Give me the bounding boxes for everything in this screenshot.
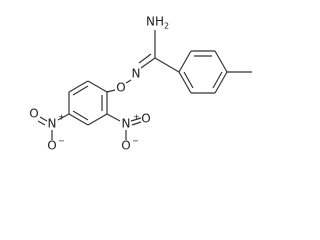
bond — [183, 71, 194, 89]
atom-label: O — [47, 139, 56, 153]
page: {"atoms": ["NH", "N", "O", "N", "O", "O"… — [29, 14, 252, 153]
atom-label: N — [48, 117, 57, 131]
structure: NH 2 N O N + O O − N + O O − — [29, 15, 252, 153]
charge: − — [58, 137, 65, 146]
bond — [140, 57, 156, 69]
bond — [154, 57, 180, 73]
bond — [214, 50, 228, 73]
bond — [72, 85, 89, 96]
bond — [87, 113, 108, 126]
bond — [72, 110, 89, 121]
bond — [212, 71, 223, 89]
bond — [106, 89, 116, 93]
bond — [214, 71, 228, 94]
bond — [68, 80, 89, 93]
atom-label: O — [29, 107, 38, 121]
bond — [57, 113, 70, 121]
atom-label: O — [141, 112, 150, 126]
bond — [39, 116, 48, 122]
charge: + — [58, 113, 65, 122]
bond — [131, 121, 142, 126]
atom-label: N — [132, 67, 141, 81]
atom-label: O — [121, 139, 130, 153]
charge: + — [133, 113, 140, 122]
atom-label: NH — [146, 15, 164, 29]
atom-label: O — [116, 81, 125, 95]
bond — [87, 80, 108, 93]
atom-subscript: 2 — [164, 22, 169, 31]
bond — [178, 71, 192, 94]
charge: − — [132, 137, 139, 146]
bond — [125, 79, 132, 84]
atom-label: N — [122, 117, 131, 131]
bond — [178, 50, 192, 73]
bond — [130, 117, 142, 122]
bond — [68, 113, 89, 126]
bond — [106, 113, 121, 122]
bond — [37, 120, 46, 126]
bond — [138, 53, 152, 64]
